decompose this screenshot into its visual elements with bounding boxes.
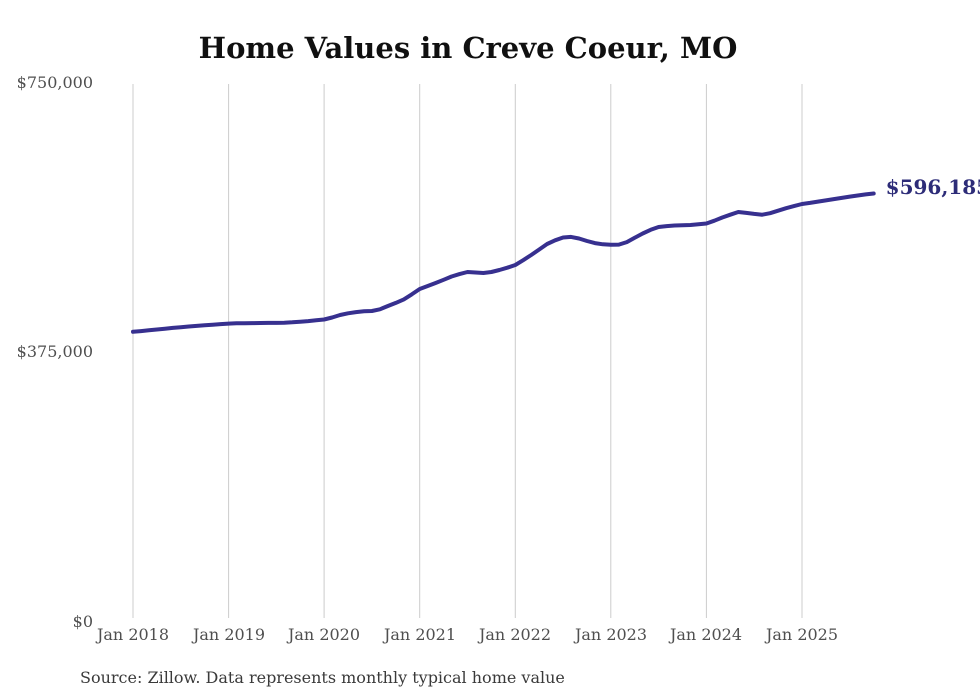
x-axis-tick-jan-2024: Jan 2024 bbox=[669, 625, 743, 644]
end-value-label: $596,185 bbox=[885, 174, 980, 199]
y-axis-tick-375000: $375,000 bbox=[16, 342, 93, 361]
x-axis-tick-jan-2018: Jan 2018 bbox=[96, 625, 170, 644]
x-axis-tick-jan-2019: Jan 2019 bbox=[192, 625, 266, 644]
chart-title: Home Values in Creve Coeur, MO bbox=[198, 31, 738, 65]
x-axis-tick-jan-2021: Jan 2021 bbox=[383, 625, 457, 644]
y-axis-tick-0: $0 bbox=[72, 612, 93, 631]
x-axis-tick-jan-2022: Jan 2022 bbox=[478, 625, 552, 644]
price-line-path bbox=[131, 191, 876, 334]
y-axis-tick-750000: $750,000 bbox=[16, 73, 93, 92]
x-axis-tick-jan-2020: Jan 2020 bbox=[287, 625, 361, 644]
x-axis-tick-jan-2025: Jan 2025 bbox=[765, 625, 839, 644]
source-note: Source: Zillow. Data represents monthly … bbox=[80, 668, 565, 687]
x-axis-tick-jan-2023: Jan 2023 bbox=[574, 625, 648, 644]
